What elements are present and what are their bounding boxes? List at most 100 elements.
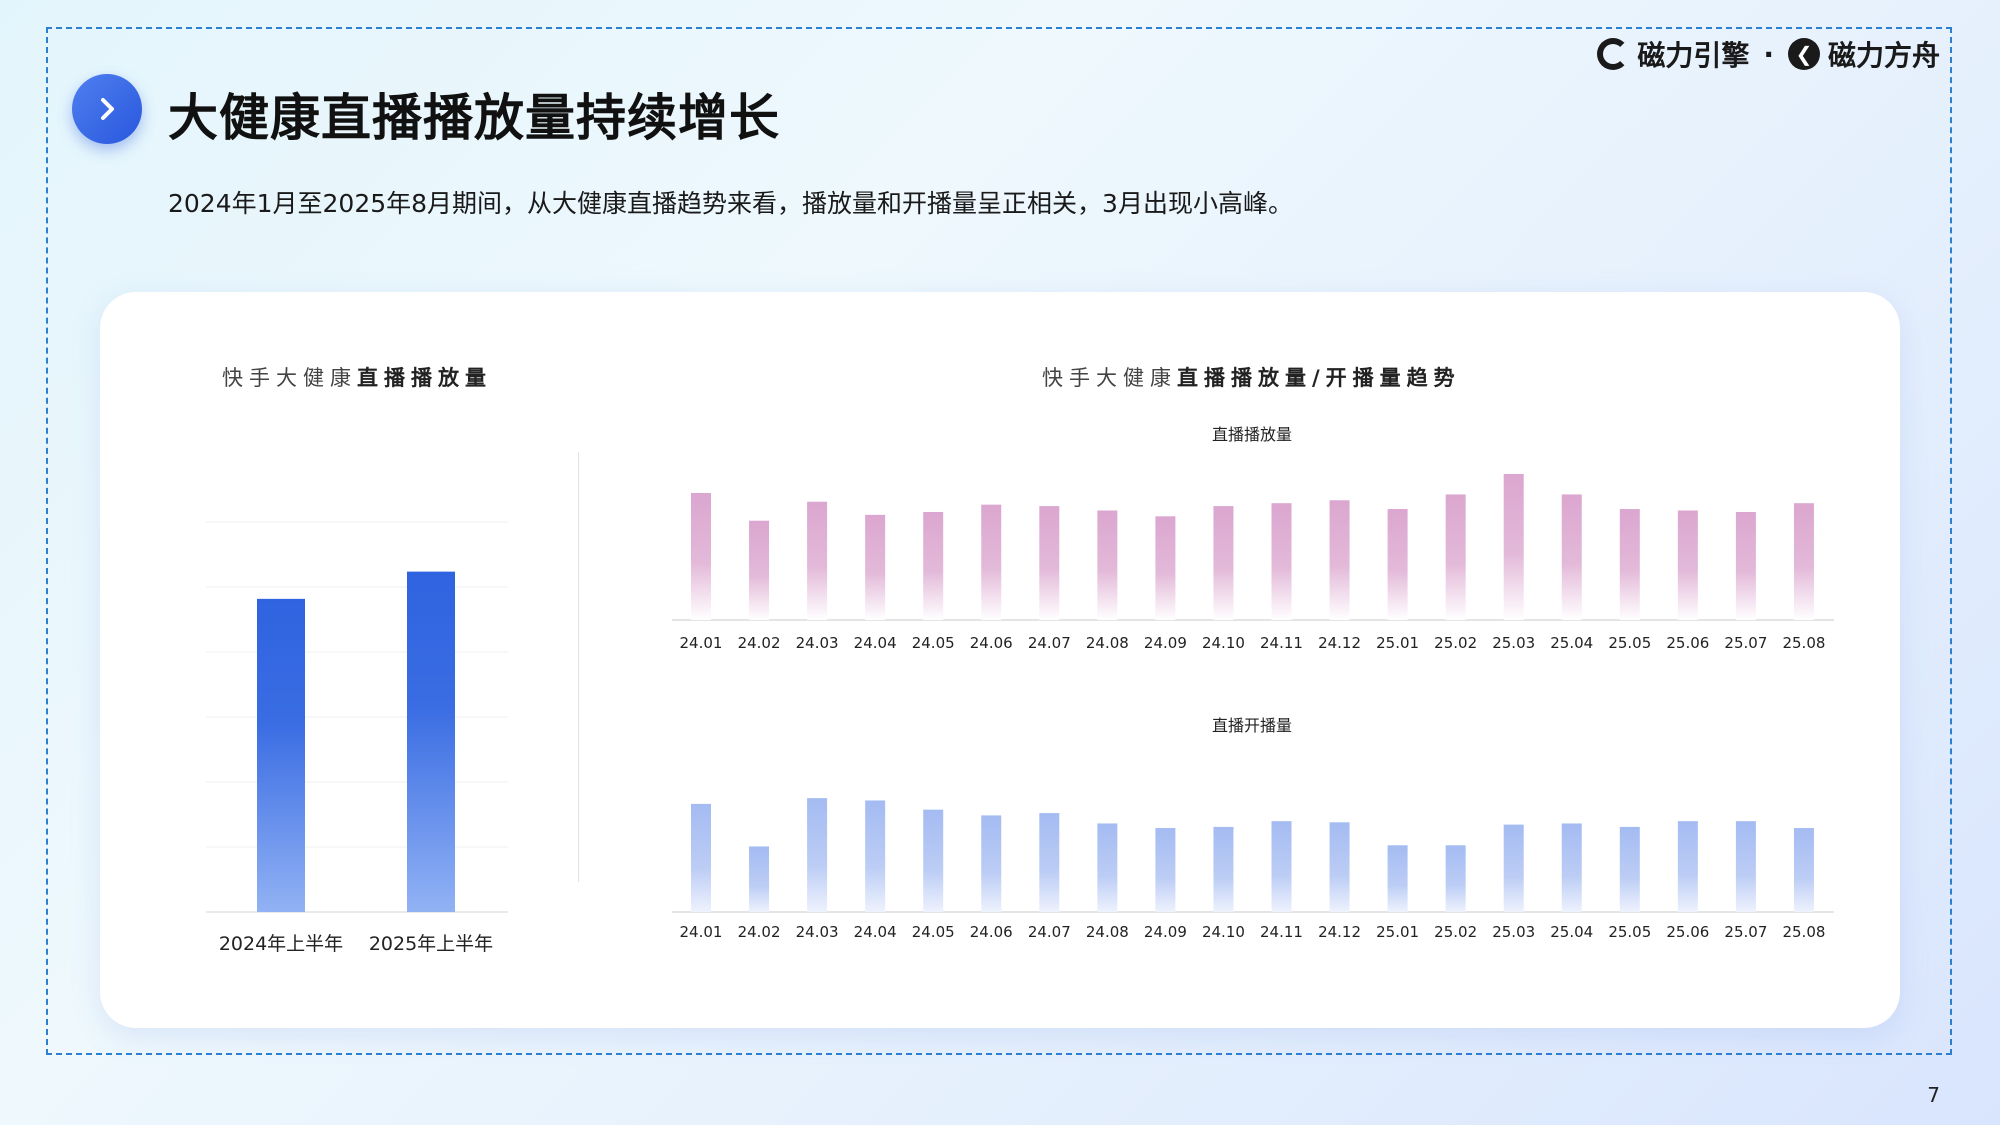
broadcast-count-chart-tick-label: 25.07 (1724, 923, 1767, 941)
broadcast-count-chart-bar (1155, 828, 1176, 912)
play-volume-chart-bar (1445, 494, 1466, 620)
play-volume-chart-tick-label: 24.11 (1260, 634, 1303, 652)
right-chart-title-bold: 直播播放量/开播量趋势 (1177, 366, 1461, 390)
left-chart-title-bold: 直播播放量 (357, 366, 492, 390)
play-volume-chart-tick-label: 25.04 (1550, 634, 1593, 652)
play-volume-chart-tick-label: 24.08 (1086, 634, 1129, 652)
play-volume-chart-tick-label: 25.01 (1376, 634, 1419, 652)
play-volume-chart-tick-label: 25.02 (1434, 634, 1477, 652)
cili-ark-logo-icon: ❮ (1787, 38, 1820, 70)
broadcast-count-chart-bar (1793, 828, 1814, 912)
left-chart-title: 快手大健康直播播放量 (222, 362, 492, 392)
broadcast-count-chart-bar (981, 815, 1002, 912)
play-volume-chart-bar (923, 511, 944, 620)
broadcast-count-chart-tick-label: 24.12 (1318, 923, 1361, 941)
broadcast-count-chart-bar (691, 803, 711, 912)
broadcast-count-chart-bar (1677, 821, 1698, 912)
play-volume-chart-bar (865, 514, 886, 620)
broadcast-count-chart-tick-label: 25.05 (1608, 923, 1651, 941)
broadcast-count-chart-tick-label: 25.03 (1492, 923, 1535, 941)
play-volume-chart-tick-label: 24.05 (912, 634, 955, 652)
broadcast-count-chart-tick-label: 25.04 (1550, 923, 1593, 941)
play-volume-chart-tick-label: 24.06 (970, 634, 1013, 652)
play-volume-chart-bar (981, 504, 1002, 620)
play-volume-chart-tick-label: 25.07 (1724, 634, 1767, 652)
play-volume-chart-bar (807, 501, 828, 620)
logo-separator: · (1763, 37, 1774, 71)
play-volume-trend-chart: 直播播放量 24.01 24.02 24.03 24.04 24.05 24.06 24.07… (672, 425, 1834, 652)
right-chart-title-normal: 快手大健康 (1042, 366, 1177, 390)
play-volume-chart-tick-label: 24.07 (1028, 634, 1071, 652)
play-volume-chart-bar (1561, 494, 1582, 620)
left-chart-category-label: 2024年上半年 (219, 933, 343, 955)
logo-right-text: 磁力方舟 (1827, 39, 1940, 72)
broadcast-count-chart-tick-label: 25.02 (1434, 923, 1477, 941)
broadcast-count-trend-chart: 直播开播量 24.01 24.02 24.03 24.04 24.05 24.06 24.07… (672, 716, 1834, 941)
play-volume-chart-tick-label: 25.03 (1492, 634, 1535, 652)
left-chart-category-label: 2025年上半年 (369, 933, 493, 955)
play-volume-chart-bar (1735, 511, 1756, 620)
play-volume-chart-bar (691, 492, 711, 620)
broadcast-count-chart-tick-label: 25.06 (1666, 923, 1709, 941)
left-bar-chart: 2024年上半年 2025年上半年 (206, 521, 508, 955)
play-volume-chart-tick-label: 24.09 (1144, 634, 1187, 652)
play-volume-chart-tick-label: 25.06 (1666, 634, 1709, 652)
broadcast-count-chart-tick-label: 24.02 (738, 923, 781, 941)
play-volume-chart-bar (1329, 500, 1350, 620)
play-volume-chart-bar (1155, 516, 1176, 620)
page-subtitle: 2024年1月至2025年8月期间，从大健康直播趋势来看，播放量和开播量呈正相关… (168, 189, 1293, 218)
broadcast-count-chart-bar (749, 846, 770, 912)
left-chart-bar (257, 598, 305, 912)
play-volume-chart-tick-label: 25.05 (1608, 634, 1651, 652)
play-volume-chart-tick-label: 24.12 (1318, 634, 1361, 652)
play-volume-chart-tick-label: 24.10 (1202, 634, 1245, 652)
broadcast-count-chart-tick-label: 25.01 (1376, 923, 1419, 941)
slide-frame (46, 27, 1952, 1055)
right-chart-title: 快手大健康直播播放量/开播量趋势 (1042, 362, 1461, 392)
play-volume-chart-tick-label: 24.02 (738, 634, 781, 652)
chevron-right-icon (72, 74, 142, 144)
left-chart-bar (407, 571, 455, 912)
play-volume-chart-tick-label: 25.08 (1782, 634, 1825, 652)
play-volume-chart-tick-label: 24.03 (796, 634, 839, 652)
play-volume-chart-tick-label: 24.04 (854, 634, 897, 652)
broadcast-count-chart-tick-label: 25.08 (1782, 923, 1825, 941)
page-number: 7 (1927, 1083, 1940, 1107)
broadcast-count-chart-bar (1561, 823, 1582, 912)
brand-logo: 磁力引擎 · ❮ 磁力方舟 (1597, 34, 1940, 74)
play-volume-chart-bar (1213, 506, 1234, 620)
play-volume-chart-title: 直播播放量 (1212, 425, 1292, 444)
play-volume-chart-tick-label: 24.01 (680, 634, 723, 652)
broadcast-count-chart-bar (1387, 845, 1408, 912)
broadcast-count-chart-tick-label: 24.03 (796, 923, 839, 941)
broadcast-count-chart-tick-label: 24.09 (1144, 923, 1187, 941)
broadcast-count-chart-bar (1271, 821, 1292, 912)
broadcast-count-chart-bar (1503, 824, 1524, 912)
play-volume-chart-bar (1271, 503, 1292, 620)
broadcast-count-chart-tick-label: 24.05 (912, 923, 955, 941)
broadcast-count-chart-tick-label: 24.04 (854, 923, 897, 941)
page-title: 大健康直播播放量持续增长 (168, 89, 780, 147)
broadcast-count-chart-bar (1619, 826, 1640, 912)
broadcast-count-chart-bar (1329, 822, 1350, 912)
broadcast-count-chart-tick-label: 24.07 (1028, 923, 1071, 941)
play-volume-chart-bar (1387, 509, 1408, 620)
broadcast-count-chart-bar (923, 809, 944, 912)
broadcast-count-chart-tick-label: 24.01 (680, 923, 723, 941)
cili-engine-logo-icon (1597, 38, 1630, 70)
play-volume-chart-bar (1503, 474, 1524, 620)
broadcast-count-chart-bar (1445, 845, 1466, 912)
play-volume-chart-bar (1677, 510, 1698, 620)
left-chart-title-normal: 快手大健康 (222, 366, 357, 390)
play-volume-chart-bar (1039, 506, 1060, 620)
broadcast-count-chart-tick-label: 24.10 (1202, 923, 1245, 941)
broadcast-count-chart-tick-label: 24.06 (970, 923, 1013, 941)
broadcast-count-chart-tick-label: 24.11 (1260, 923, 1303, 941)
broadcast-count-chart-title: 直播开播量 (1212, 716, 1292, 735)
play-volume-chart-bar (1619, 509, 1640, 620)
broadcast-count-chart-bar (1097, 823, 1118, 912)
broadcast-count-chart-tick-label: 24.08 (1086, 923, 1129, 941)
logo-left-text: 磁力引擎 (1637, 39, 1750, 72)
broadcast-count-chart-bar (807, 798, 828, 912)
